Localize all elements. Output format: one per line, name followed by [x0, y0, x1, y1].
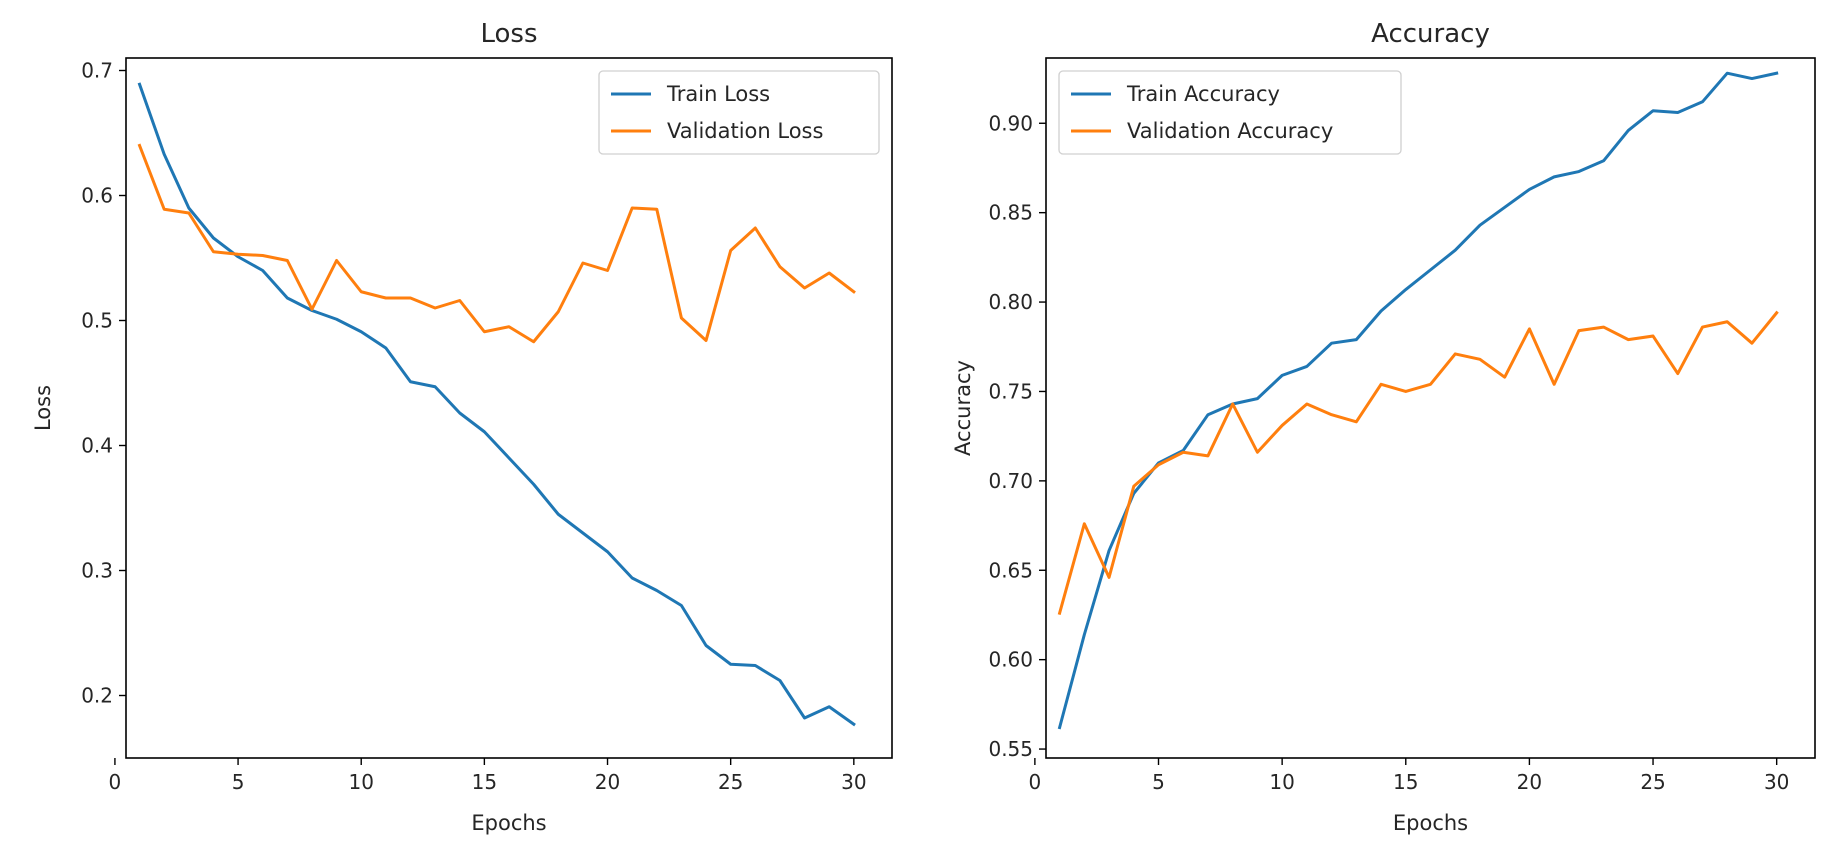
x-tick-label: 25	[718, 770, 743, 794]
y-tick-label: 0.65	[988, 558, 1033, 582]
y-tick-label: 0.3	[81, 559, 113, 583]
y-tick-label: 0.75	[988, 379, 1033, 403]
x-axis-label: Epochs	[1393, 811, 1468, 835]
legend-box	[598, 70, 880, 155]
series-line-2	[1057, 310, 1779, 616]
y-tick-label: 0.5	[81, 309, 113, 333]
legend: Train Loss Validation Loss	[598, 70, 880, 155]
x-tick-label: 30	[841, 770, 866, 794]
series-line-2	[137, 143, 856, 344]
legend-entry-label: Validation Accuracy	[1127, 119, 1333, 143]
x-tick-label: 5	[1152, 770, 1165, 794]
legend-entry-label: Validation Loss	[667, 119, 823, 143]
y-tick-label: 0.85	[988, 201, 1033, 225]
plot-frame	[1045, 57, 1816, 759]
legend-entry-label: Train Loss	[666, 82, 770, 106]
x-tick-label: 30	[1764, 770, 1789, 794]
legend: Train Accuracy Validation Accuracy	[1058, 70, 1402, 155]
y-tick-label: 0.4	[81, 434, 113, 458]
y-tick-label: 0.70	[988, 469, 1033, 493]
y-axis-label: Accuracy	[951, 360, 975, 456]
chart-panel-2: 0 5 10 15 20 25 30 0.55 0.60 0.65 0.70 0.75 0.80 0.85…	[951, 19, 1816, 835]
legend-box	[1058, 70, 1402, 155]
x-tick-label: 15	[1393, 770, 1418, 794]
x-axis-label: Epochs	[471, 811, 546, 835]
x-tick-label: 0	[1029, 770, 1042, 794]
y-axis-label: Loss	[31, 385, 55, 431]
y-tick-label: 0.2	[81, 684, 113, 708]
series-line-1	[1057, 71, 1779, 730]
x-tick-label: 20	[595, 770, 620, 794]
y-tick-label: 0.6	[81, 184, 113, 208]
plot-frame	[125, 57, 893, 759]
series-line-1	[137, 82, 856, 727]
x-tick-label: 10	[1269, 770, 1294, 794]
x-tick-label: 15	[472, 770, 497, 794]
legend-entry-label: Train Accuracy	[1126, 82, 1280, 106]
x-tick-label: 10	[348, 770, 373, 794]
chart-title: Loss	[480, 19, 537, 49]
y-tick-label: 0.7	[81, 59, 113, 83]
chart-title: Accuracy	[1371, 19, 1490, 49]
x-tick-label: 5	[232, 770, 245, 794]
x-tick-label: 0	[109, 770, 122, 794]
y-tick-label: 0.55	[988, 737, 1033, 761]
y-tick-label: 0.60	[988, 648, 1033, 672]
chart-panel-1: 0 5 10 15 20 25 30 0.2 0.3 0.4 0.5 0.6 0.7 Loss Epochs…	[31, 19, 893, 835]
x-tick-label: 25	[1640, 770, 1665, 794]
y-tick-label: 0.90	[988, 111, 1033, 135]
y-tick-label: 0.80	[988, 290, 1033, 314]
x-tick-label: 20	[1517, 770, 1542, 794]
